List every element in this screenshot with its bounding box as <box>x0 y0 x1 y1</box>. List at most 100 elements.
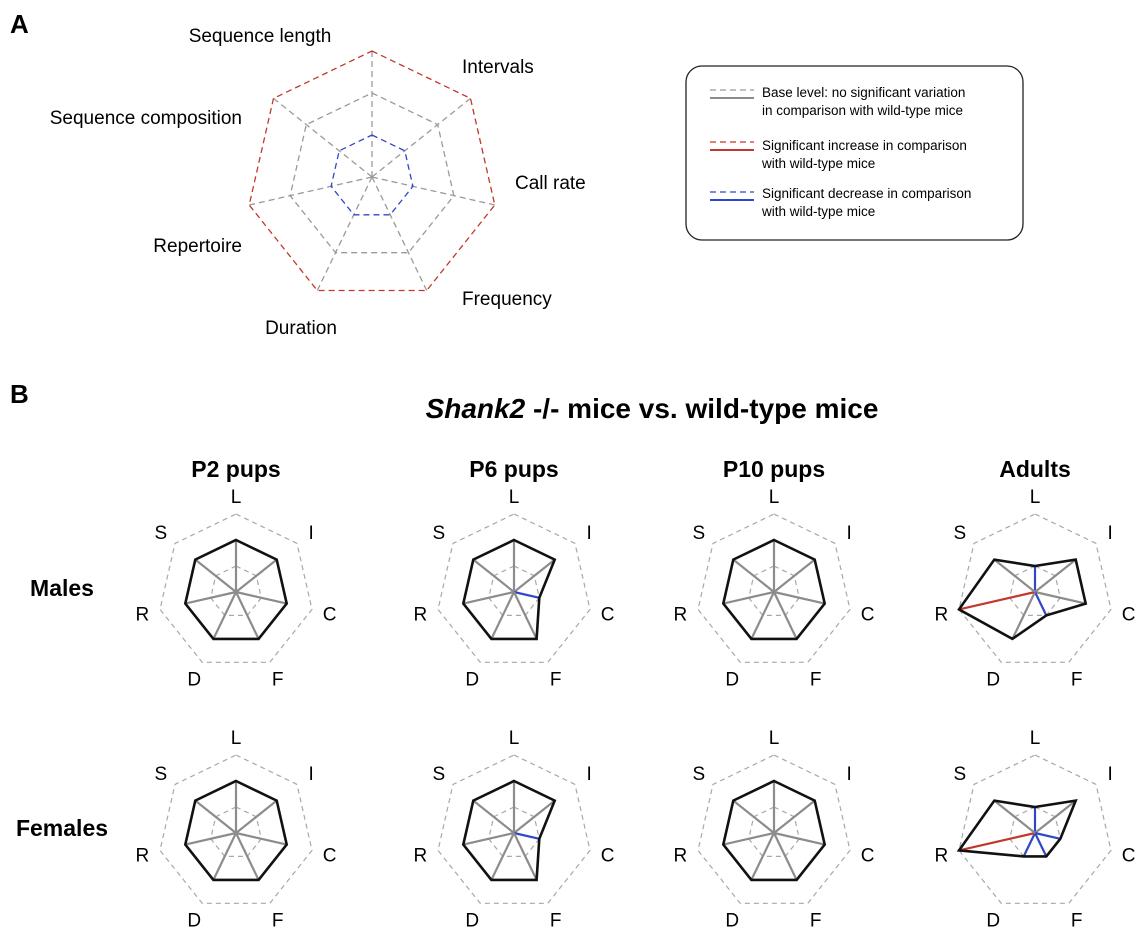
axis-letter-I: I <box>586 523 591 544</box>
axis-letter-R: R <box>674 604 688 625</box>
spoke-D <box>490 591 515 640</box>
axis-letter-L: L <box>231 728 242 749</box>
grid-ring <box>437 754 591 904</box>
grid-ring-increase <box>248 50 496 292</box>
grid-spoke <box>371 97 471 178</box>
axis-letter-S: S <box>433 523 446 544</box>
axis-letter-I: I <box>846 764 851 785</box>
radar-males-p10-pups: L I C F D R S <box>674 487 875 691</box>
spoke-I <box>773 799 816 834</box>
panel-a: A Sequence length Intervals Call rate Fr… <box>10 9 586 339</box>
axis-letter-I: I <box>586 764 591 785</box>
spoke-R <box>185 831 237 846</box>
spoke-S <box>472 799 515 834</box>
spoke-D <box>1011 591 1036 640</box>
axis-letter-C: C <box>601 604 615 625</box>
spoke-C <box>773 590 825 605</box>
grid-spoke <box>371 176 495 206</box>
legend-item-decrease: Significant decrease in comparison with … <box>710 186 971 219</box>
spoke-S <box>194 799 237 834</box>
spoke-R <box>185 590 237 605</box>
axis-letter-R: R <box>674 845 688 866</box>
data-outline <box>461 779 557 882</box>
axis-letter-R: R <box>136 604 150 625</box>
column-header-p2: P2 pups <box>191 456 280 482</box>
spoke-R <box>723 590 775 605</box>
axis-letter-D: D <box>986 670 1000 691</box>
panel-b-title-gene: Shank2 <box>426 393 526 424</box>
axis-letter-F: F <box>1071 911 1083 932</box>
axis-label-sequence-length: Sequence length <box>189 26 332 47</box>
axis-letter-R: R <box>935 845 949 866</box>
panel-b-title: Shank2 -/- mice vs. wild-type mice <box>426 393 879 424</box>
axis-letter-R: R <box>414 604 428 625</box>
axis-letter-C: C <box>323 845 337 866</box>
data-outline <box>183 779 289 882</box>
axis-letter-S: S <box>155 523 168 544</box>
axis-letter-D: D <box>187 911 201 932</box>
radar-males-p6-pups: L I C F D R S <box>414 487 615 691</box>
axis-letter-D: D <box>725 670 739 691</box>
spoke-I <box>1034 799 1077 834</box>
axis-letter-S: S <box>693 764 706 785</box>
axis-letter-D: D <box>465 670 479 691</box>
axis-letter-I: I <box>1107 523 1112 544</box>
spoke-I <box>513 558 556 593</box>
spoke-D <box>212 832 237 881</box>
spoke-F <box>513 591 538 640</box>
spoke-C <box>513 590 540 599</box>
axis-letter-L: L <box>1030 487 1041 508</box>
spoke-C <box>513 831 540 840</box>
axis-letter-C: C <box>1122 845 1136 866</box>
legend-text-increase-2: with wild-type mice <box>761 156 875 171</box>
grid-ring <box>697 513 851 663</box>
axis-letter-F: F <box>550 670 562 691</box>
axis-letter-C: C <box>861 845 875 866</box>
spoke-D <box>490 832 515 881</box>
spoke-I <box>1034 558 1077 593</box>
grid-ring <box>159 513 313 663</box>
axis-letter-S: S <box>693 523 706 544</box>
axis-letter-L: L <box>231 487 242 508</box>
spoke-S <box>472 558 515 593</box>
spoke-C <box>1034 590 1086 605</box>
axis-letter-F: F <box>550 911 562 932</box>
data-outline <box>956 798 1078 858</box>
axis-letter-F: F <box>1071 670 1083 691</box>
axis-letter-S: S <box>954 764 967 785</box>
grid-spoke <box>371 176 428 291</box>
legend-text-increase-1: Significant increase in comparison <box>762 138 967 153</box>
axis-letter-C: C <box>323 604 337 625</box>
spoke-S <box>194 558 237 593</box>
axis-letter-S: S <box>433 764 446 785</box>
spoke-S <box>993 558 1036 593</box>
axis-letter-F: F <box>810 670 822 691</box>
axis-letter-S: S <box>155 764 168 785</box>
axis-letter-I: I <box>308 764 313 785</box>
grid-ring <box>697 754 851 904</box>
axis-letter-C: C <box>601 845 615 866</box>
axis-label-sequence-composition: Sequence composition <box>50 108 242 129</box>
data-outline <box>721 538 827 641</box>
panel-b: B Shank2 -/- mice vs. wild-type mice P2 … <box>10 379 1135 932</box>
legend-text-base-2: in comparison with wild-type mice <box>762 103 963 118</box>
panel-b-title-rest: -/- mice vs. wild-type mice <box>525 393 878 424</box>
radar-males-adults: L I C F D R S <box>935 487 1136 691</box>
axis-letter-L: L <box>1030 728 1041 749</box>
spoke-R <box>463 590 515 605</box>
axis-letter-F: F <box>810 911 822 932</box>
spoke-I <box>235 558 278 593</box>
column-header-adults: Adults <box>999 456 1071 482</box>
radar-females-p2-pups: L I C F D R S <box>136 728 337 932</box>
grid-spoke <box>273 97 373 178</box>
axis-letter-L: L <box>509 728 520 749</box>
legend-text-decrease-1: Significant decrease in comparison <box>762 186 971 201</box>
spoke-R <box>958 590 1036 611</box>
spoke-R <box>958 831 1036 852</box>
axis-label-duration: Duration <box>265 318 337 339</box>
spoke-I <box>773 558 816 593</box>
data-outline <box>461 538 557 641</box>
column-header-p10: P10 pups <box>723 456 825 482</box>
spoke-F <box>235 832 260 881</box>
